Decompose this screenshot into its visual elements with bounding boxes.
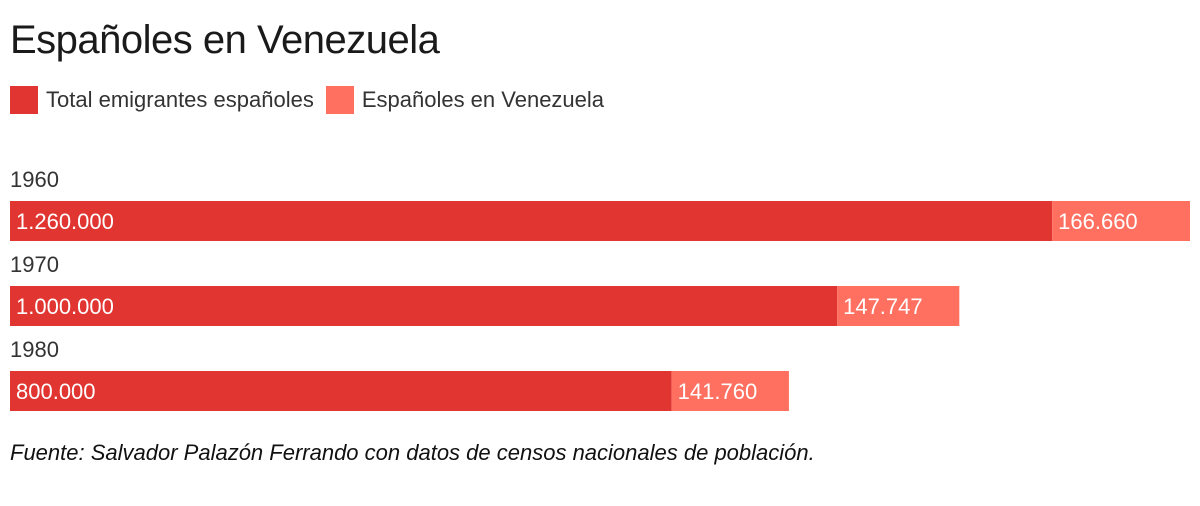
category-label-1960: 1960: [10, 167, 59, 192]
legend-label-venezuela: Españoles en Venezuela: [361, 87, 605, 112]
data-label-venezuela-1960: 166.660: [1058, 209, 1138, 234]
legend-label-total: Total emigrantes españoles: [46, 87, 314, 112]
legend-swatch-total: [10, 86, 38, 114]
data-label-venezuela-1970: 147.747: [843, 294, 923, 319]
bar-total-1980: [10, 371, 672, 411]
category-label-1970: 1970: [10, 252, 59, 277]
legend-item-total: Total emigrantes españoles: [10, 86, 314, 114]
data-label-venezuela-1980: 141.760: [678, 379, 758, 404]
bar-total-1970: [10, 286, 838, 326]
source-note: Fuente: Salvador Palazón Ferrando con da…: [10, 440, 815, 465]
chart-title: Españoles en Venezuela: [10, 18, 440, 62]
data-label-total-1980: 800.000: [16, 379, 96, 404]
bar-venezuela-1960: [1052, 201, 1190, 241]
legend: Total emigrantes españoles Españoles en …: [10, 86, 616, 114]
bar-total-1960: [10, 201, 1053, 241]
data-label-total-1970: 1.000.000: [16, 294, 114, 319]
bar-venezuela-1980: [671, 371, 789, 411]
bar-chart: 1960 1.260.000 166.660 1970 1.000.000 147.747…: [10, 167, 1190, 411]
data-label-total-1960: 1.260.000: [16, 209, 114, 234]
category-label-1980: 1980: [10, 337, 59, 362]
legend-swatch-venezuela: [325, 86, 354, 114]
bar-venezuela-1970: [837, 286, 960, 326]
legend-item-venezuela: Españoles en Venezuela: [325, 86, 605, 114]
